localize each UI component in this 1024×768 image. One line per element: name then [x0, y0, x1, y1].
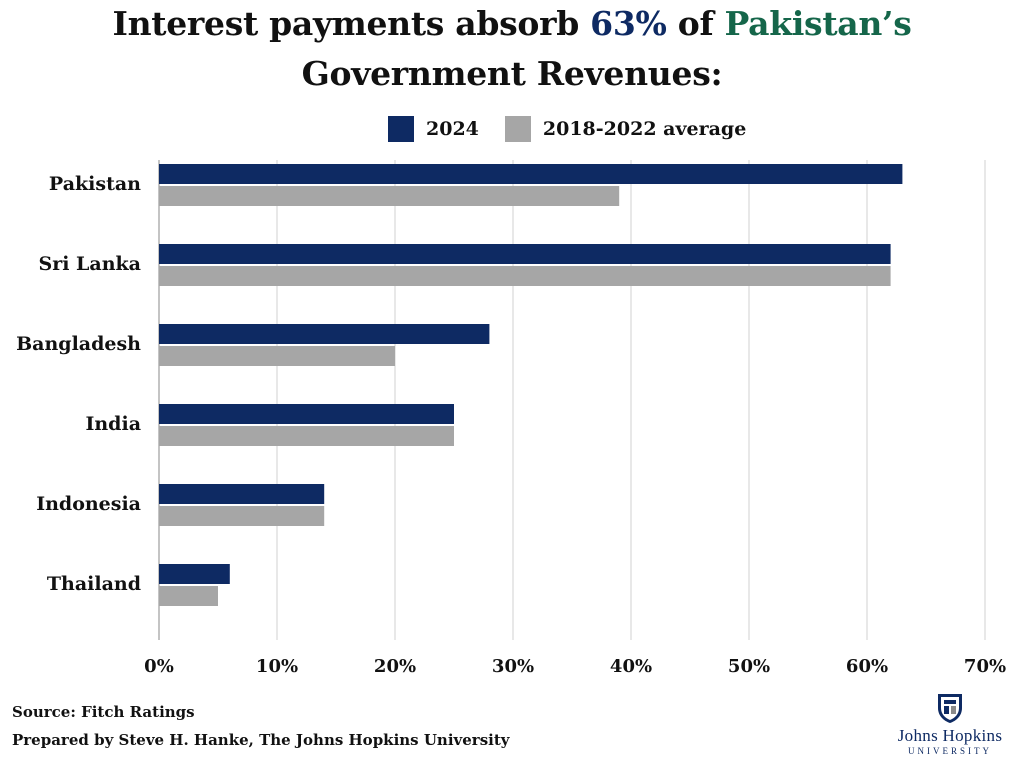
category-label: India — [85, 413, 141, 435]
bar-2024 — [159, 244, 891, 264]
legend-swatch-2024 — [388, 116, 414, 142]
title-highlight-percent: 63% — [590, 4, 667, 43]
bar-2024 — [159, 324, 490, 344]
bar-average — [159, 586, 218, 606]
prepared-by-note: Prepared by Steve H. Hanke, The Johns Ho… — [12, 731, 510, 749]
category-label: Thailand — [47, 573, 141, 595]
legend-label-2024: 2024 — [426, 118, 479, 140]
bar-average — [159, 266, 891, 286]
category-label: Pakistan — [49, 173, 141, 195]
legend-item-2024: 2024 — [388, 116, 479, 142]
bar-2024 — [159, 564, 230, 584]
x-tick-label: 50% — [728, 656, 770, 677]
shield-icon — [938, 694, 962, 723]
category-label: Indonesia — [36, 493, 141, 515]
legend-item-average: 2018-2022 average — [504, 116, 747, 142]
x-tick-label: 0% — [144, 656, 174, 677]
source-note: Source: Fitch Ratings — [12, 703, 195, 721]
bar-average — [159, 186, 620, 206]
bar-chart: 0% 10% 20% 30% 40% 50% 60% 70% Pakistan Sri Lanka… — [16, 160, 1006, 677]
bar-average — [159, 426, 454, 446]
johns-hopkins-logo: Johns Hopkins UNIVERSITY — [884, 690, 1016, 760]
x-tick-label: 20% — [374, 656, 416, 677]
bar-average — [159, 506, 325, 526]
bar-average — [159, 346, 395, 366]
x-tick-label: 60% — [846, 656, 888, 677]
bar-2024 — [159, 404, 454, 424]
category-label: Bangladesh — [16, 333, 141, 355]
bar-2024 — [159, 484, 325, 504]
x-tick-label: 30% — [492, 656, 534, 677]
category-label: Sri Lanka — [38, 253, 141, 275]
title-text-pre: Interest payments absorb — [112, 4, 591, 43]
logo-name: Johns Hopkins — [897, 726, 1003, 745]
title-highlight-country: Pakistan’s — [724, 4, 912, 43]
legend-swatch-average — [504, 116, 531, 142]
chart-title-line-1: Interest payments absorb 63% of Pakistan… — [0, 2, 1024, 46]
chart-title-line-2: Government Revenues: — [301, 54, 723, 93]
bar-2024 — [159, 164, 903, 184]
logo-subtitle: UNIVERSITY — [908, 746, 992, 756]
x-tick-label: 70% — [964, 656, 1006, 677]
legend-label-average: 2018-2022 average — [542, 118, 747, 140]
x-tick-label: 40% — [610, 656, 652, 677]
x-tick-label: 10% — [256, 656, 298, 677]
title-text-mid: of — [666, 4, 725, 43]
chart-legend: 2024 2018-2022 average — [388, 116, 772, 142]
